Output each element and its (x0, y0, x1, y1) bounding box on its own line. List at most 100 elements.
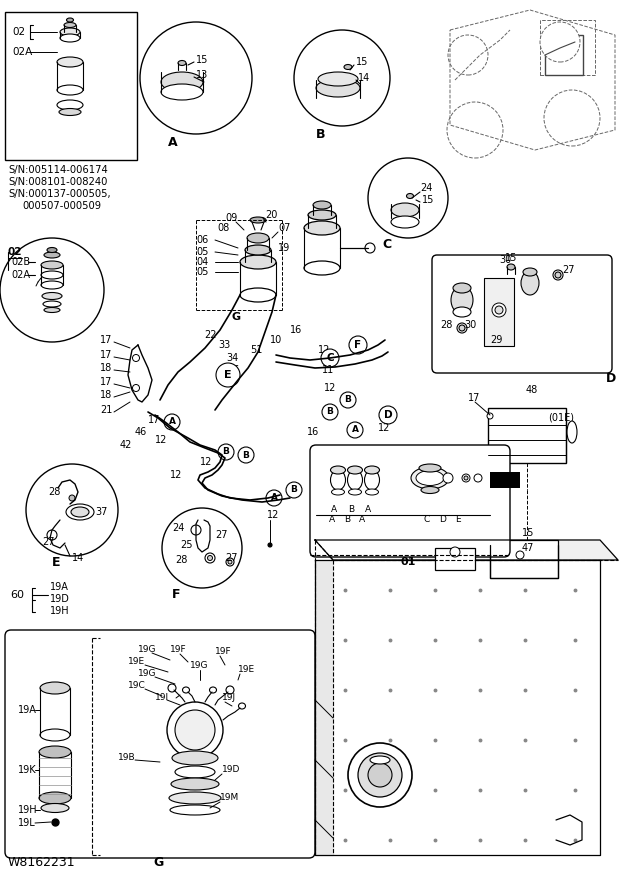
Text: 19E: 19E (128, 657, 145, 666)
Circle shape (368, 158, 448, 238)
FancyBboxPatch shape (310, 445, 510, 557)
Polygon shape (315, 560, 600, 855)
Ellipse shape (171, 778, 219, 790)
Circle shape (140, 22, 252, 134)
Ellipse shape (457, 323, 467, 333)
Bar (484, 278, 514, 346)
Text: 000507-000509: 000507-000509 (22, 201, 101, 211)
Ellipse shape (170, 805, 220, 815)
Text: A: A (352, 425, 358, 435)
Bar (5, 12, 137, 160)
Text: 08: 08 (217, 223, 229, 233)
Text: 19H: 19H (50, 606, 69, 616)
Ellipse shape (268, 543, 272, 547)
Ellipse shape (344, 65, 352, 70)
Ellipse shape (191, 525, 201, 535)
Text: 09: 09 (225, 213, 237, 223)
Text: 16: 16 (228, 365, 241, 375)
Ellipse shape (226, 686, 234, 694)
Text: 19C: 19C (128, 682, 146, 691)
Ellipse shape (175, 766, 215, 778)
Text: C: C (326, 353, 334, 363)
Text: 11: 11 (322, 365, 334, 375)
Circle shape (349, 336, 367, 354)
Polygon shape (315, 540, 618, 560)
Text: 12: 12 (267, 510, 280, 520)
Ellipse shape (240, 255, 276, 269)
Ellipse shape (330, 470, 345, 490)
Text: B: B (345, 395, 352, 404)
Text: 17: 17 (100, 335, 112, 345)
Text: 04: 04 (196, 257, 208, 267)
Text: 15: 15 (505, 253, 517, 263)
Text: 33: 33 (218, 340, 230, 350)
Circle shape (0, 238, 104, 342)
Ellipse shape (416, 471, 444, 485)
Text: A: A (169, 417, 175, 427)
Ellipse shape (182, 687, 190, 693)
Text: 60: 60 (10, 590, 24, 600)
Ellipse shape (332, 489, 345, 495)
Circle shape (266, 490, 282, 506)
Ellipse shape (419, 464, 441, 472)
Text: 22: 22 (204, 330, 216, 340)
Ellipse shape (316, 79, 360, 97)
Text: 17: 17 (100, 377, 112, 387)
Text: 15: 15 (522, 528, 534, 538)
Text: E: E (224, 370, 232, 380)
Text: 46: 46 (135, 427, 148, 437)
Text: 01: 01 (401, 557, 415, 567)
Bar (540, 20, 595, 75)
Ellipse shape (41, 803, 69, 813)
Ellipse shape (365, 243, 375, 253)
Bar (488, 408, 566, 463)
Ellipse shape (59, 108, 81, 115)
Text: 37: 37 (95, 507, 107, 517)
Circle shape (167, 702, 223, 758)
Ellipse shape (495, 306, 503, 314)
Text: C: C (382, 238, 391, 251)
Text: 19L: 19L (18, 818, 36, 828)
Ellipse shape (57, 57, 83, 67)
Ellipse shape (250, 217, 266, 223)
Text: 19D: 19D (222, 766, 241, 774)
Bar (435, 548, 475, 570)
Text: 19G: 19G (138, 645, 156, 655)
Ellipse shape (474, 474, 482, 482)
Text: 30: 30 (464, 320, 476, 330)
Ellipse shape (60, 34, 80, 42)
Ellipse shape (208, 555, 213, 560)
Circle shape (540, 22, 580, 62)
Ellipse shape (161, 84, 203, 100)
Ellipse shape (47, 248, 57, 252)
FancyBboxPatch shape (432, 255, 612, 373)
Bar (166, 95, 198, 103)
Ellipse shape (168, 684, 176, 692)
Ellipse shape (40, 682, 70, 694)
Text: 10: 10 (270, 335, 282, 345)
Text: 27: 27 (562, 265, 575, 275)
Text: S/N:000137-000505,: S/N:000137-000505, (8, 189, 110, 199)
Circle shape (218, 444, 234, 460)
Text: C: C (424, 515, 430, 525)
Text: 17: 17 (100, 350, 112, 360)
Ellipse shape (453, 307, 471, 317)
Ellipse shape (205, 553, 215, 563)
Text: B: B (242, 450, 249, 459)
Ellipse shape (71, 507, 89, 517)
Text: 07: 07 (278, 223, 290, 233)
Text: 19G: 19G (190, 662, 208, 670)
Ellipse shape (451, 286, 473, 314)
Text: 29: 29 (490, 335, 502, 345)
FancyBboxPatch shape (5, 630, 315, 858)
Ellipse shape (44, 307, 60, 313)
Text: 12: 12 (378, 423, 391, 433)
Text: 21: 21 (100, 405, 112, 415)
Ellipse shape (43, 301, 61, 307)
Text: 12: 12 (170, 470, 182, 480)
Ellipse shape (421, 486, 439, 493)
Circle shape (358, 753, 402, 797)
Circle shape (294, 30, 390, 126)
Text: 12: 12 (318, 345, 330, 355)
Text: 19J: 19J (222, 693, 236, 703)
